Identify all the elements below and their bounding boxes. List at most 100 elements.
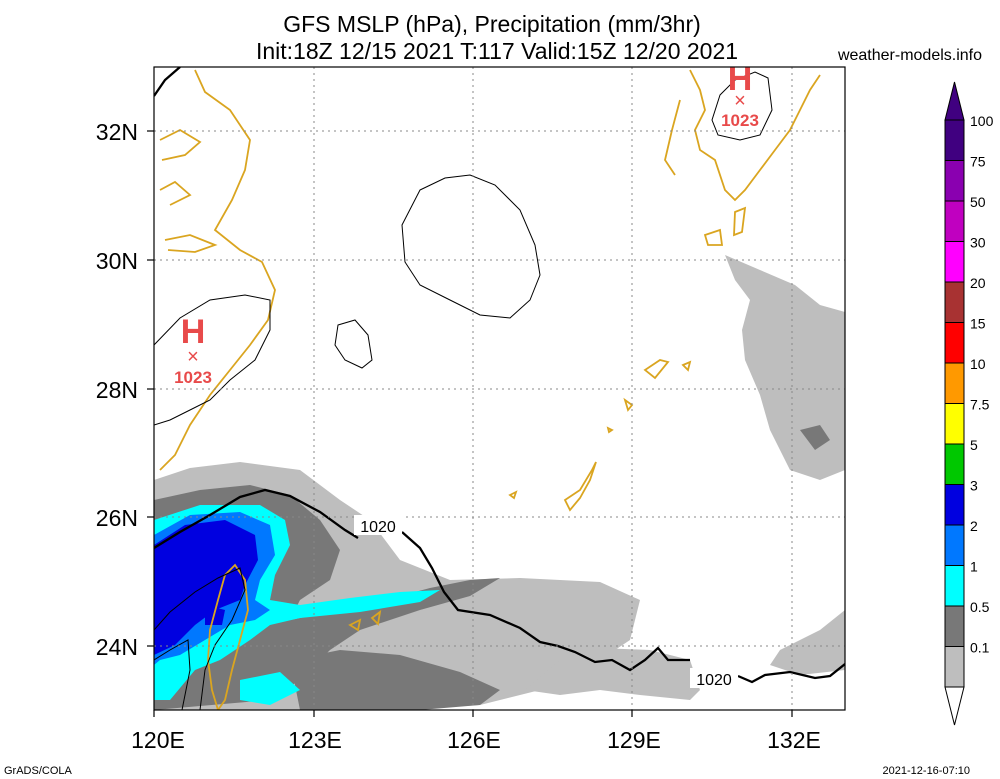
high-pressure-center: H × 1023 xyxy=(721,60,759,130)
high-pressure-center: H × 1023 xyxy=(174,313,212,387)
precip-area-cyan xyxy=(240,672,300,705)
isobar-label: 1020 xyxy=(696,672,732,689)
legend-swatch xyxy=(944,160,965,202)
lon-axis-labels: 120E 123E 126E 129E 132E xyxy=(131,727,821,753)
legend-swatch xyxy=(944,524,965,566)
coastline-china xyxy=(159,69,276,471)
legend-level-label: 100 xyxy=(970,113,994,129)
precip-area-dark xyxy=(800,425,830,450)
grid-lines xyxy=(154,67,845,710)
precip-area-light xyxy=(525,648,700,700)
high-center-x-icon: × xyxy=(734,90,746,112)
coastline-taiwan xyxy=(207,563,249,710)
lon-tick-label: 129E xyxy=(607,727,661,753)
precip-area-deep-blue xyxy=(205,605,225,625)
coastline-islands xyxy=(681,360,692,372)
lon-tick-label: 123E xyxy=(288,727,342,753)
coastline-islands xyxy=(370,609,382,626)
coastline-islands xyxy=(703,228,724,246)
legend-swatch xyxy=(944,200,965,242)
isobars-thin xyxy=(154,71,773,710)
legend-swatch xyxy=(944,565,965,607)
lon-tick-label: 120E xyxy=(131,727,185,753)
map-title: GFS MSLP (hPa), Precipitation (mm/3hr) xyxy=(283,11,701,37)
footer-timestamp: 2021-12-16-07:10 xyxy=(883,765,970,777)
coastline-islands xyxy=(606,426,614,434)
legend-level-label: 2 xyxy=(970,518,978,534)
lon-tick-label: 132E xyxy=(767,727,821,753)
coastline-japan xyxy=(689,69,821,202)
precip-area-light xyxy=(725,255,845,480)
legend-level-label: 20 xyxy=(970,275,986,291)
isobar-1020 xyxy=(737,663,845,684)
isobar-contour xyxy=(334,319,373,369)
lat-tick-label: 32N xyxy=(96,119,138,145)
footer-credit: GrADS/COLA xyxy=(4,765,73,777)
legend-swatch xyxy=(944,119,965,161)
lat-tick-label: 30N xyxy=(96,248,138,274)
legend-level-label: 5 xyxy=(970,437,978,453)
site-credit: weather-models.info xyxy=(837,47,982,64)
isobar-contour xyxy=(401,174,541,319)
legend-swatch xyxy=(944,403,965,445)
legend-level-label: 0.1 xyxy=(970,640,990,656)
coastline-islands xyxy=(563,461,597,512)
coastlines xyxy=(159,69,821,710)
legend-swatch xyxy=(944,281,965,323)
legend-swatch xyxy=(944,362,965,404)
coastline-china xyxy=(159,128,202,161)
legend-swatch xyxy=(944,322,965,364)
legend-level-label: 30 xyxy=(970,235,986,251)
legend-level-label: 7.5 xyxy=(970,397,990,413)
high-value: 1023 xyxy=(721,111,759,130)
legend-level-label: 15 xyxy=(970,316,986,332)
axis-ticks xyxy=(147,130,793,717)
precip-area-deep-blue xyxy=(154,520,258,655)
coastline-japan xyxy=(664,99,681,176)
legend-level-label: 3 xyxy=(970,478,978,494)
legend-level-label: 1 xyxy=(970,559,978,575)
precip-area-dark xyxy=(290,650,500,710)
high-center-x-icon: × xyxy=(187,346,199,368)
high-symbol: H xyxy=(728,60,753,98)
isobar-label: 1020 xyxy=(360,519,396,536)
legend-swatch xyxy=(944,646,965,688)
coastline-china xyxy=(164,234,218,253)
isobar-label-bg xyxy=(354,515,402,535)
precip-shading xyxy=(154,255,845,710)
coastline-islands xyxy=(733,206,747,237)
isobar-1020 xyxy=(154,67,181,97)
legend-swatch xyxy=(944,443,965,485)
legend-level-label: 0.5 xyxy=(970,599,990,615)
precip-area-light xyxy=(770,610,845,675)
isobar-contour xyxy=(154,639,191,710)
legend-level-label: 75 xyxy=(970,154,986,170)
map-subtitle: Init:18Z 12/15 2021 T:117 Valid:15Z 12/2… xyxy=(256,38,738,64)
high-value: 1023 xyxy=(174,368,212,387)
lon-tick-label: 126E xyxy=(447,727,501,753)
isobar-1020 xyxy=(154,488,359,549)
coastline-islands xyxy=(643,359,670,380)
lat-tick-label: 26N xyxy=(96,505,138,531)
coastline-islands xyxy=(508,490,518,500)
legend-swatch xyxy=(944,605,965,647)
coastline-islands xyxy=(623,397,634,412)
lat-tick-label: 24N xyxy=(96,634,138,660)
isobar-contour xyxy=(154,567,246,710)
isobar-contour xyxy=(154,294,271,426)
legend-bottom-arrow xyxy=(944,686,965,726)
high-symbol: H xyxy=(181,313,206,351)
isobar-label-bg xyxy=(690,668,738,688)
map-panel: 1020 1020 H × 1023 H × 1023 xyxy=(153,60,846,711)
coastline-islands xyxy=(348,618,362,632)
precip-color-legend: 100 75 50 30 20 15 10 7.5 5 3 2 1 0.5 0.1 xyxy=(944,81,994,726)
coastline-china xyxy=(159,180,192,206)
legend-level-label: 50 xyxy=(970,194,986,210)
legend-level-label: 10 xyxy=(970,356,986,372)
legend-swatch xyxy=(944,241,965,283)
lat-tick-label: 28N xyxy=(96,377,138,403)
isobar-contour xyxy=(711,71,773,141)
legend-swatch xyxy=(944,484,965,526)
lat-axis-labels: 32N 30N 28N 26N 24N xyxy=(96,119,138,660)
